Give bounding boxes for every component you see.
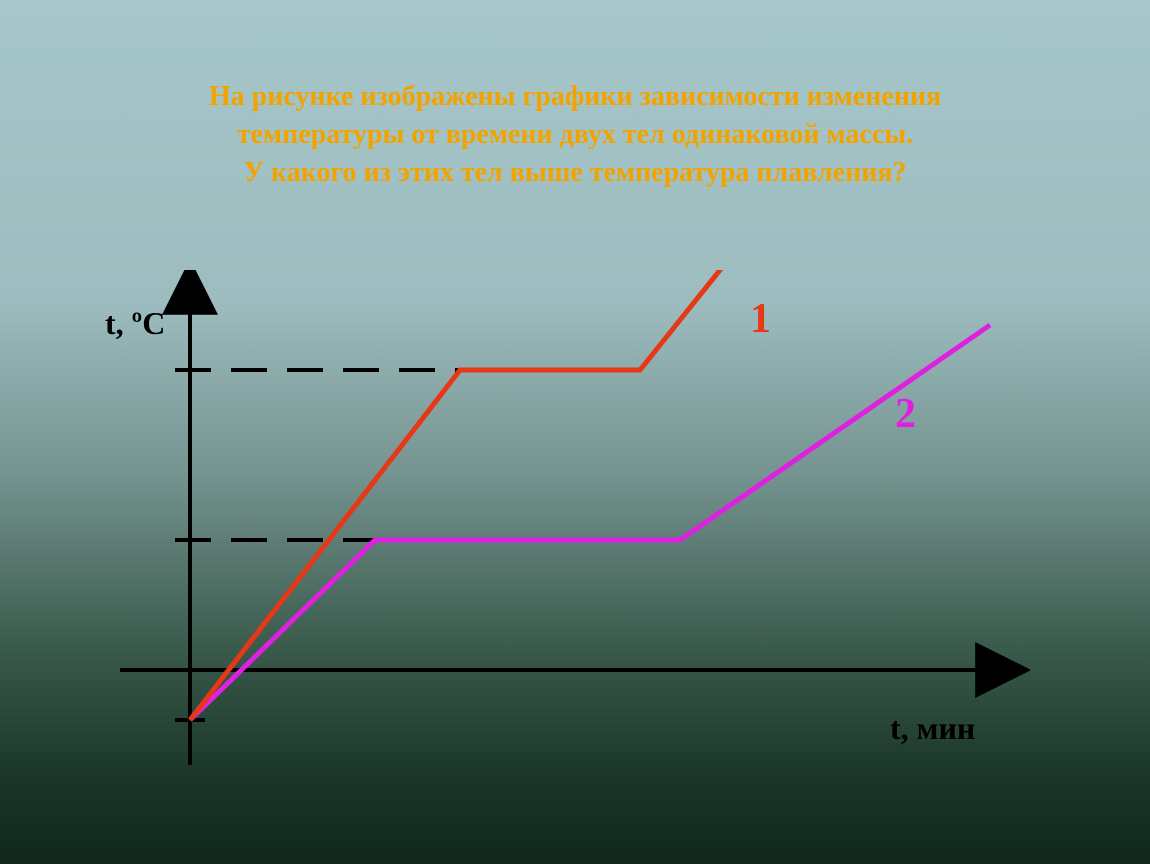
title-line-2: температуры от времени двух тел одинаков… xyxy=(0,116,1150,154)
chart xyxy=(120,270,1030,770)
series-2-label: 2 xyxy=(895,390,916,438)
x-axis-label: t, мин xyxy=(890,710,975,747)
title-line-3: У какого из этих тел выше температура пл… xyxy=(0,154,1150,192)
question-title: На рисунке изображены графики зависимост… xyxy=(0,78,1150,191)
series-1-label: 1 xyxy=(750,295,771,343)
title-line-1: На рисунке изображены графики зависимост… xyxy=(0,78,1150,116)
y-axis-label: t, ºC xyxy=(105,305,165,342)
chart-container: t, ºC t, мин 1 2 xyxy=(120,270,1030,770)
